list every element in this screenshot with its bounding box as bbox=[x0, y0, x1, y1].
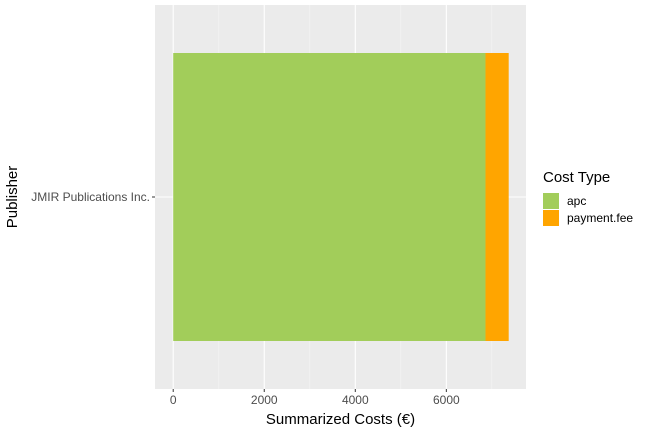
x-tick-label: 0 bbox=[170, 393, 177, 407]
legend-key-payment-fee bbox=[543, 210, 559, 226]
y-axis-ticks: JMIR Publications Inc. bbox=[31, 190, 155, 204]
legend-title: Cost Type bbox=[543, 169, 610, 186]
bar-payment-fee bbox=[485, 53, 509, 341]
x-tick-label: 2000 bbox=[251, 393, 278, 407]
bars bbox=[173, 53, 509, 341]
x-tick-label: 4000 bbox=[342, 393, 369, 407]
legend: Cost Type apc payment.fee bbox=[543, 169, 633, 226]
legend-label: apc bbox=[567, 194, 586, 208]
y-tick-label: JMIR Publications Inc. bbox=[31, 190, 150, 204]
legend-label: payment.fee bbox=[567, 211, 633, 225]
x-axis-ticks: 0 2000 4000 6000 bbox=[170, 389, 460, 407]
x-tick-label: 6000 bbox=[433, 393, 460, 407]
legend-items: apc payment.fee bbox=[543, 193, 633, 226]
legend-key-apc bbox=[543, 193, 559, 209]
x-axis-title: Summarized Costs (€) bbox=[266, 411, 415, 428]
bar-apc bbox=[173, 53, 486, 341]
y-axis-title: Publisher bbox=[4, 166, 21, 229]
